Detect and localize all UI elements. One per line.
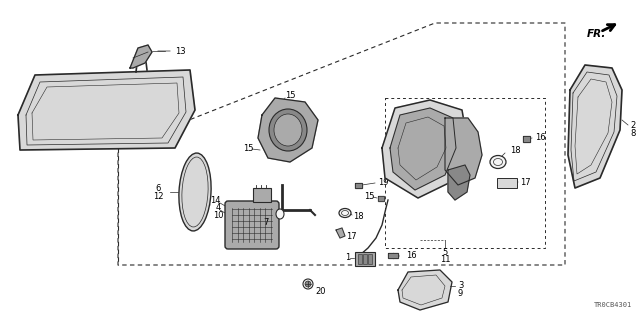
Polygon shape — [355, 183, 362, 188]
Text: 18: 18 — [510, 146, 520, 155]
Polygon shape — [378, 196, 384, 201]
Polygon shape — [130, 45, 152, 68]
Polygon shape — [258, 98, 318, 162]
Polygon shape — [390, 108, 456, 190]
FancyBboxPatch shape — [225, 201, 279, 249]
Text: 11: 11 — [440, 255, 451, 265]
Ellipse shape — [274, 114, 302, 146]
Text: 15: 15 — [243, 143, 253, 153]
Text: 16: 16 — [535, 132, 546, 141]
Polygon shape — [18, 70, 195, 150]
Ellipse shape — [339, 209, 351, 218]
Text: 3: 3 — [458, 281, 463, 290]
Ellipse shape — [303, 279, 313, 289]
Text: 12: 12 — [153, 191, 163, 201]
Text: 8: 8 — [630, 129, 636, 138]
Ellipse shape — [179, 153, 211, 231]
Bar — [363, 254, 367, 264]
Text: 15: 15 — [364, 191, 374, 201]
Text: 5: 5 — [442, 247, 447, 257]
Ellipse shape — [269, 109, 307, 151]
Bar — [355, 252, 375, 266]
Ellipse shape — [490, 156, 506, 169]
Polygon shape — [382, 100, 468, 198]
Ellipse shape — [276, 209, 284, 219]
Text: FR.: FR. — [586, 29, 605, 39]
Text: TR0CB4301: TR0CB4301 — [594, 302, 632, 308]
Text: 2: 2 — [630, 121, 636, 130]
Text: 18: 18 — [353, 212, 364, 220]
Polygon shape — [445, 118, 482, 185]
Ellipse shape — [305, 281, 311, 287]
Ellipse shape — [493, 158, 502, 165]
Polygon shape — [568, 65, 622, 188]
Ellipse shape — [342, 211, 349, 215]
Polygon shape — [388, 253, 398, 258]
Text: 14: 14 — [210, 196, 220, 204]
Text: 4: 4 — [216, 203, 221, 212]
Text: 17: 17 — [346, 231, 356, 241]
Text: 6: 6 — [156, 183, 161, 193]
Polygon shape — [336, 228, 345, 238]
Text: 15: 15 — [285, 91, 295, 100]
Bar — [358, 254, 362, 264]
Text: 17: 17 — [520, 178, 531, 187]
Text: 19: 19 — [378, 178, 388, 187]
Text: 20: 20 — [315, 287, 326, 297]
Bar — [253, 188, 271, 202]
Polygon shape — [448, 165, 470, 200]
Text: 7: 7 — [263, 218, 269, 227]
Bar — [497, 178, 517, 188]
Text: 9: 9 — [458, 289, 463, 298]
Text: 16: 16 — [406, 252, 417, 260]
Bar — [368, 254, 372, 264]
Polygon shape — [398, 270, 452, 310]
Text: 13: 13 — [175, 46, 186, 55]
Text: 10: 10 — [212, 211, 223, 220]
Polygon shape — [523, 136, 530, 142]
Text: 1: 1 — [346, 252, 351, 261]
